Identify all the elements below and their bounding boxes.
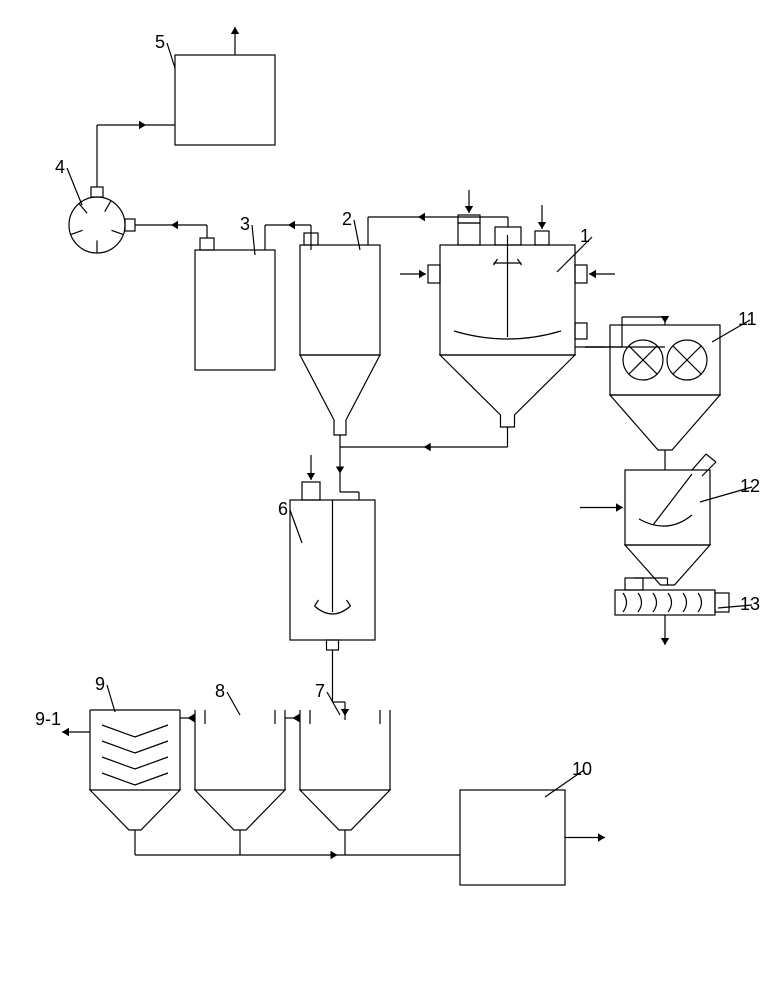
label-n7: 7: [315, 681, 325, 701]
label-n9_1: 9-1: [35, 709, 61, 729]
label-n6: 6: [278, 499, 288, 519]
label-n9: 9: [95, 674, 105, 694]
label-n3: 3: [240, 214, 250, 234]
label-n2: 2: [342, 209, 352, 229]
label-n4: 4: [55, 157, 65, 177]
label-n10: 10: [572, 759, 592, 779]
label-n13: 13: [740, 594, 760, 614]
label-n12: 12: [740, 476, 760, 496]
label-n11: 11: [738, 309, 757, 329]
label-n1: 1: [580, 226, 590, 246]
label-n5: 5: [155, 32, 165, 52]
label-n8: 8: [215, 681, 225, 701]
process-diagram: 123456789101112139-1: [0, 0, 780, 1000]
